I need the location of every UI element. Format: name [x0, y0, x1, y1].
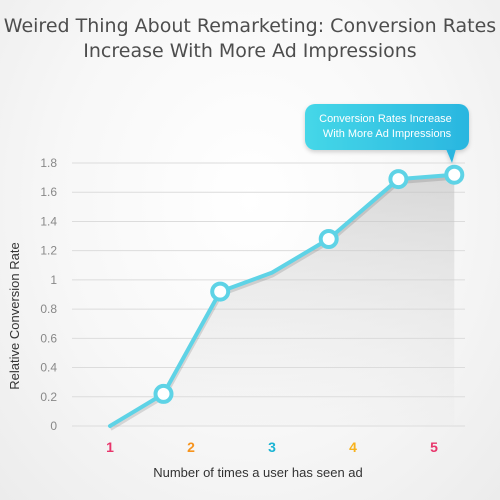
- chart-title-line-1: Weired Thing About Remarketing: Conversi…: [3, 15, 497, 37]
- callout-bubble: Conversion Rates Increase With More Ad I…: [305, 104, 469, 163]
- chart-title: Weired Thing About Remarketing: Conversi…: [0, 14, 500, 64]
- y-tick-labels: 0 0.2 0.4 0.6 0.8 1 1.2 1.4 1.6 1.8: [40, 156, 57, 433]
- x-tick-label: 2: [187, 439, 195, 455]
- callout-text-line-2: With More Ad Impressions: [323, 128, 452, 140]
- area-fill: [110, 174, 455, 426]
- chart-title-line-2: Increase With More Ad Impressions: [83, 40, 417, 62]
- y-tick-label: 0.6: [40, 331, 57, 345]
- callout-text-line-1: Conversion Rates Increase: [319, 113, 452, 125]
- y-tick-label: 1: [50, 273, 57, 287]
- data-point: [153, 383, 174, 404]
- data-point: [210, 281, 231, 302]
- callout-pointer: [446, 149, 456, 163]
- data-point: [388, 169, 409, 190]
- y-tick-label: 0.4: [40, 361, 57, 375]
- data-point: [318, 229, 339, 249]
- x-tick-label: 1: [106, 439, 114, 455]
- y-tick-label: 1.6: [40, 185, 57, 199]
- y-tick-label: 1.4: [40, 214, 57, 228]
- x-tick-label: 4: [349, 439, 357, 455]
- x-tick-label: 3: [268, 439, 276, 455]
- callout-box: [305, 104, 469, 150]
- y-tick-label: 1.8: [40, 156, 57, 170]
- y-tick-label: 0.8: [40, 302, 57, 316]
- x-tick-label: 5: [430, 439, 438, 455]
- data-points: [153, 164, 465, 404]
- x-axis-label: Number of times a user has seen ad: [153, 465, 363, 480]
- y-axis-label: Relative Conversion Rate: [7, 242, 22, 389]
- data-point: [444, 164, 465, 185]
- y-tick-label: 0.2: [40, 390, 57, 404]
- y-tick-label: 0: [50, 419, 57, 433]
- y-tick-label: 1.2: [40, 244, 57, 258]
- callout-text: Conversion Rates Increase With More Ad I…: [319, 113, 455, 140]
- x-tick-labels: 1 2 3 4 5: [106, 439, 438, 455]
